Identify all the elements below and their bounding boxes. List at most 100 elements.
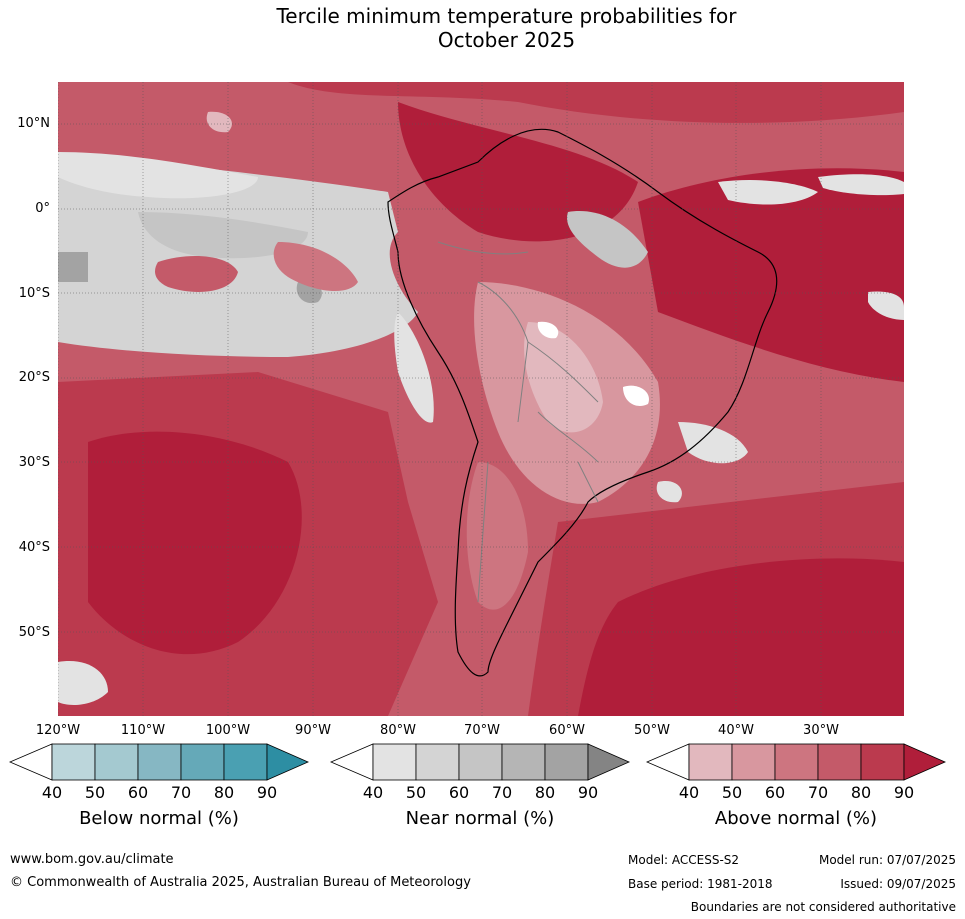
- tick: 80: [850, 783, 872, 802]
- cbar-near-high: [587, 743, 630, 781]
- map-svg: [58, 82, 904, 716]
- lat-label-30s: 30°S: [18, 455, 50, 470]
- lon-label-50w: 50°W: [634, 723, 670, 738]
- cbar-below-high: [266, 743, 309, 781]
- cbar-above-3: [774, 743, 819, 781]
- cbar-below-2: [94, 743, 139, 781]
- pacific-pink-blob: [273, 242, 358, 292]
- colorbar-above-normal: [645, 743, 946, 781]
- near-normal-light: [58, 152, 258, 199]
- model-text: Model: ACCESS-S2: [628, 853, 740, 867]
- brazil-white-1: [623, 385, 649, 407]
- tick: 50: [405, 783, 427, 802]
- cbar-above-4: [817, 743, 862, 781]
- model-run-text: Model run: 07/07/2025: [818, 853, 956, 867]
- lon-label-30w: 30°W: [803, 723, 839, 738]
- tick: 90: [256, 783, 278, 802]
- tick: 70: [807, 783, 829, 802]
- copyright-text: © Commonwealth of Australia 2025, Austra…: [10, 875, 471, 890]
- north-sa-dark: [398, 102, 638, 242]
- colorbar-near-normal: [329, 743, 630, 781]
- lon-label-80w: 80°W: [380, 723, 416, 738]
- cbar-below-3: [137, 743, 182, 781]
- cbar-near-1: [372, 743, 417, 781]
- tick: 40: [678, 783, 700, 802]
- cbar-above-1: [688, 743, 733, 781]
- cbar-below-1: [51, 743, 96, 781]
- website-link[interactable]: www.bom.gov.au/climate: [10, 852, 174, 867]
- issued-text: Issued: 09/07/2025: [840, 877, 956, 891]
- cbar-near-4: [501, 743, 546, 781]
- title-line-2: October 2025: [437, 28, 576, 52]
- peru-coast-near: [394, 312, 434, 423]
- cbar-near-3: [458, 743, 503, 781]
- tick: 90: [577, 783, 599, 802]
- tick: 40: [41, 783, 63, 802]
- tick: 80: [534, 783, 556, 802]
- cbar-above-high: [903, 743, 946, 781]
- cbar-below-5: [223, 743, 268, 781]
- colorbar-below-normal: [8, 743, 309, 781]
- lat-label-50s: 50°S: [18, 625, 50, 640]
- cbar-above-2: [731, 743, 776, 781]
- disclaimer-text: Boundaries are not considered authoritat…: [690, 900, 956, 914]
- tick: 50: [721, 783, 743, 802]
- pacific-near-sw: [58, 661, 108, 705]
- land-light-3: [466, 462, 528, 610]
- cbar-near-5: [544, 743, 589, 781]
- lat-label-40s: 40°S: [18, 540, 50, 555]
- tick: 70: [170, 783, 192, 802]
- pacific-light-blob: [206, 111, 232, 133]
- cbar-below-low: [8, 743, 53, 781]
- land-light-2: [524, 322, 603, 433]
- base-period-text: Base period: 1981-2018: [628, 877, 773, 891]
- caribbean-band: [288, 82, 904, 123]
- lon-label-120w: 120°W: [35, 723, 81, 738]
- tick: 60: [764, 783, 786, 802]
- lon-label-70w: 70°W: [464, 723, 500, 738]
- tick: 60: [127, 783, 149, 802]
- amazon-near-patch: [567, 211, 648, 268]
- atlantic-dark-core: [578, 558, 904, 716]
- pacific-red-blob: [155, 256, 238, 292]
- tick: 60: [448, 783, 470, 802]
- atlantic-north-dark: [638, 168, 904, 382]
- atlantic-near-1: [718, 180, 818, 205]
- near-normal-mid: [138, 212, 308, 259]
- atlantic-near-4: [656, 481, 682, 503]
- lon-label-60w: 60°W: [549, 723, 585, 738]
- tick: 70: [491, 783, 513, 802]
- probability-map[interactable]: [58, 82, 904, 716]
- legend-label-near: Near normal (%): [405, 808, 555, 829]
- lat-label-20s: 20°S: [18, 370, 50, 385]
- tick: 90: [893, 783, 915, 802]
- lon-label-110w: 110°W: [120, 723, 166, 738]
- cbar-near-low: [329, 743, 374, 781]
- map-title: Tercile minimum temperature probabilitie…: [0, 4, 965, 52]
- lon-label-40w: 40°W: [718, 723, 754, 738]
- country-borders: [437, 241, 599, 603]
- legend-label-above: Above normal (%): [714, 808, 878, 829]
- tick: 40: [362, 783, 384, 802]
- pacific-dark-core: [88, 431, 302, 655]
- brazil-white-2: [537, 321, 559, 339]
- lat-label-10s: 10°S: [18, 286, 50, 301]
- atlantic-near-2: [818, 174, 904, 196]
- graticule: [58, 82, 904, 716]
- cbar-below-4: [180, 743, 225, 781]
- atlantic-near-5: [868, 291, 904, 320]
- cbar-above-low: [645, 743, 690, 781]
- cbar-near-2: [415, 743, 460, 781]
- lat-label-0: 0°: [35, 201, 50, 216]
- near-normal-dark: [58, 252, 88, 282]
- cbar-above-5: [860, 743, 905, 781]
- lat-label-10n: 10°N: [17, 116, 50, 131]
- legend-label-below: Below normal (%): [79, 808, 239, 829]
- south-america-coastline: [387, 128, 778, 677]
- tick: 50: [84, 783, 106, 802]
- lon-label-90w: 90°W: [295, 723, 331, 738]
- title-line-1: Tercile minimum temperature probabilitie…: [276, 4, 737, 28]
- tick: 80: [213, 783, 235, 802]
- atlantic-near-3: [678, 422, 748, 464]
- lon-label-100w: 100°W: [205, 723, 251, 738]
